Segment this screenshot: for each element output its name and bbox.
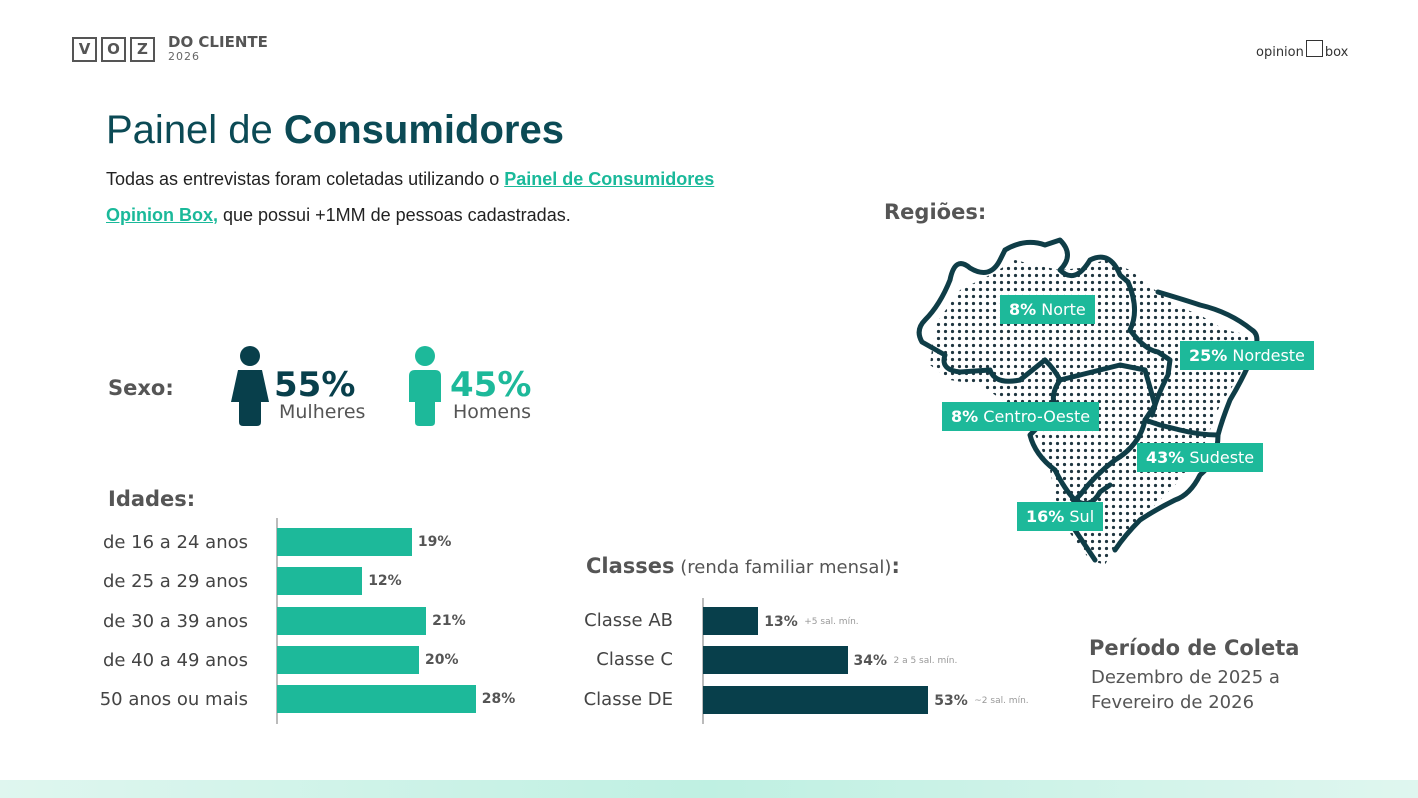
class-label: Classe DE	[583, 688, 673, 710]
periodo-title: Período de Coleta	[1089, 636, 1300, 660]
region-sudeste-name: Sudeste	[1189, 448, 1255, 467]
classes-axis	[702, 598, 704, 724]
age-bar-value: 19%	[417, 534, 452, 550]
intro-line-2: Opinion Box, que possui +1MM de pessoas …	[106, 205, 806, 226]
male-pct: 45%	[450, 365, 532, 405]
region-norte-name: Norte	[1041, 300, 1086, 319]
age-label: 50 anos ou mais	[99, 689, 248, 711]
age-label: de 16 a 24 anos	[102, 532, 248, 553]
class-bar-note: 2 a 5 sal. mín.	[893, 656, 958, 667]
region-sul-pct: 16%	[1026, 507, 1065, 526]
brand-right: box	[1324, 45, 1349, 60]
logo-letter-v: V	[72, 37, 97, 62]
page-title-light: Painel de	[106, 108, 284, 152]
region-sudeste-pct: 43%	[1146, 448, 1185, 467]
footer-band	[0, 780, 1418, 798]
sexo-label: Sexo:	[108, 376, 174, 400]
female-label: Mulheres	[279, 401, 366, 423]
man-icon	[409, 346, 441, 426]
logo-letter-o: O	[101, 37, 126, 62]
region-tag-centro-oeste: 8% Centro-Oeste	[942, 402, 1100, 431]
intro-suffix: que possui +1MM de pessoas cadastradas.	[218, 205, 571, 225]
intro-prefix: Todas as entrevistas foram coletadas uti…	[106, 169, 505, 189]
age-bar-value: 21%	[432, 612, 466, 629]
woman-icon	[231, 346, 269, 426]
region-tag-nordeste: 25% Nordeste	[1180, 341, 1314, 370]
region-tag-sudeste: 43% Sudeste	[1137, 443, 1264, 472]
age-bar-value: 28%	[481, 691, 516, 708]
region-nordeste-name: Nordeste	[1232, 346, 1305, 365]
classes-title: Classes (renda familiar mensal):	[586, 554, 900, 578]
age-label: de 40 a 49 anos	[102, 649, 248, 671]
regioes-label: Regiões:	[884, 200, 987, 224]
idades-label: Idades:	[108, 487, 196, 511]
age-bar	[277, 645, 419, 674]
classes-label-light: (renda familiar mensal)	[674, 557, 892, 578]
logo-title: DO CLIENTE	[168, 33, 268, 51]
region-norte-pct: 8%	[1009, 300, 1037, 319]
class-bar	[703, 685, 929, 714]
region-centro-oeste-pct: 8%	[951, 407, 979, 426]
periodo-line-1: Dezembro de 2025 a	[1091, 667, 1280, 688]
region-nordeste-pct: 25%	[1189, 346, 1228, 365]
intro-line-1: Todas as entrevistas foram coletadas uti…	[106, 169, 806, 190]
region-tag-sul: 16% Sul	[1017, 502, 1104, 531]
class-bar-value: 13%	[764, 614, 798, 630]
opinion-box-link[interactable]: Opinion Box,	[106, 205, 218, 225]
age-bar	[277, 528, 412, 556]
age-bar-value: 20%	[425, 651, 459, 668]
brand-square-icon	[1305, 40, 1323, 57]
panel-link[interactable]: Painel de Consumidores	[504, 169, 715, 189]
age-bar	[277, 606, 427, 635]
female-pct: 55%	[274, 365, 356, 405]
region-sul-name: Sul	[1069, 507, 1095, 526]
class-bar-note: +5 sal. mín.	[804, 617, 859, 627]
region-tag-norte: 8% Norte	[1000, 295, 1095, 324]
class-bar-note: ~2 sal. mín.	[974, 695, 1029, 706]
age-label: de 25 a 29 anos	[102, 571, 248, 593]
male-label: Homens	[453, 401, 532, 423]
age-label: de 30 a 39 anos	[102, 610, 248, 632]
age-bar	[277, 685, 476, 714]
class-label: Classe C	[596, 649, 673, 671]
classes-label-bold: Classes	[586, 554, 675, 578]
brazil-region-borders	[916, 237, 1260, 563]
idades-axis	[276, 518, 278, 724]
logo-text: DO CLIENTE 2026	[168, 33, 268, 64]
logo-year: 2026	[168, 50, 200, 63]
class-bar-value: 34%	[853, 653, 888, 670]
class-bar	[703, 607, 759, 635]
class-label: Classe AB	[584, 610, 673, 631]
page-title: Painel de Consumidores	[106, 108, 564, 153]
age-bar-value: 12%	[368, 573, 402, 590]
logo-letter-z: Z	[130, 37, 155, 62]
region-centro-oeste-name: Centro-Oeste	[983, 407, 1091, 426]
age-bar	[277, 567, 363, 596]
brand-left: opinion	[1256, 45, 1304, 60]
periodo-line-2: Fevereiro de 2026	[1091, 692, 1255, 713]
class-bar-value: 53%	[934, 692, 968, 709]
class-bar	[703, 646, 848, 675]
opinion-box-logo: opinion box	[1256, 40, 1348, 60]
classes-label-colon: :	[891, 554, 900, 578]
page-title-bold: Consumidores	[283, 108, 564, 152]
